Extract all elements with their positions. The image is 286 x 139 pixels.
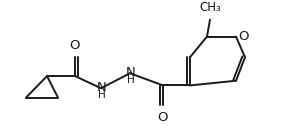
Text: N: N [126,66,136,79]
Text: O: O [70,39,80,52]
Text: CH₃: CH₃ [199,1,221,14]
Text: H: H [127,75,135,85]
Text: O: O [239,30,249,43]
Text: N: N [97,81,107,94]
Text: O: O [158,111,168,124]
Text: H: H [98,90,106,100]
